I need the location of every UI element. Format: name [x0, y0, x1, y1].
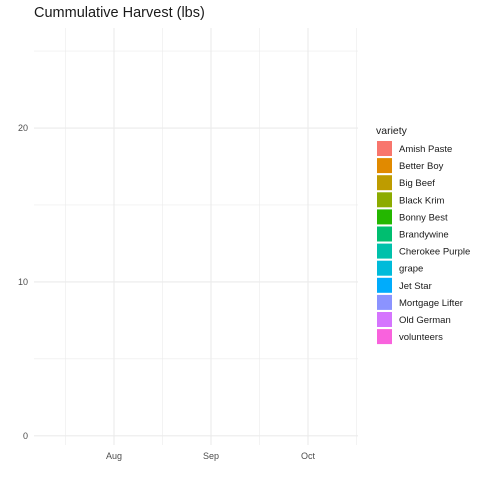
legend-swatch — [377, 277, 392, 293]
legend-label: Cherokee Purple — [399, 247, 470, 258]
legend-label: Jet Star — [399, 281, 432, 292]
legend-label: volunteers — [399, 332, 443, 343]
legend-swatch — [377, 192, 392, 208]
y-tick-label: 10 — [18, 277, 28, 287]
legend-swatch — [377, 226, 392, 242]
y-axis-ticks: 0 10 20 — [18, 123, 28, 441]
legend-swatch — [377, 243, 392, 259]
legend-label: Old German — [399, 315, 451, 326]
grid-lines — [34, 28, 358, 445]
x-tick-label: Aug — [106, 451, 122, 461]
legend-swatch — [377, 260, 392, 276]
legend-swatch — [377, 175, 392, 191]
legend-swatch — [377, 141, 392, 156]
legend-label: Big Beef — [399, 178, 435, 189]
legend-label: Mortgage Lifter — [399, 298, 463, 309]
legend-swatch — [377, 329, 392, 345]
x-tick-label: Sep — [203, 451, 219, 461]
legend-label: Amish Paste — [399, 144, 452, 155]
chart-title: Cummulative Harvest (lbs) — [34, 5, 205, 21]
legend-title: variety — [376, 125, 408, 137]
legend-swatch — [377, 158, 392, 174]
y-tick-label: 0 — [23, 431, 28, 441]
legend-swatch — [377, 209, 392, 225]
legend-label: Black Krim — [399, 195, 444, 206]
legend-label: grape — [399, 264, 423, 275]
legend-swatch — [377, 312, 392, 327]
legend-label: Brandywine — [399, 230, 449, 241]
legend-label: Bonny Best — [399, 212, 448, 223]
legend-label: Better Boy — [399, 161, 444, 172]
x-axis-ticks: Aug Sep Oct — [106, 451, 316, 461]
y-tick-label: 20 — [18, 123, 28, 133]
x-tick-label: Oct — [301, 451, 316, 461]
legend-swatch — [377, 294, 392, 310]
legend-items: Amish Paste Better Boy Big Beef Black Krim B… — [377, 141, 470, 345]
legend: variety Amish Paste Better Boy Big Beef Bla… — [376, 125, 470, 345]
